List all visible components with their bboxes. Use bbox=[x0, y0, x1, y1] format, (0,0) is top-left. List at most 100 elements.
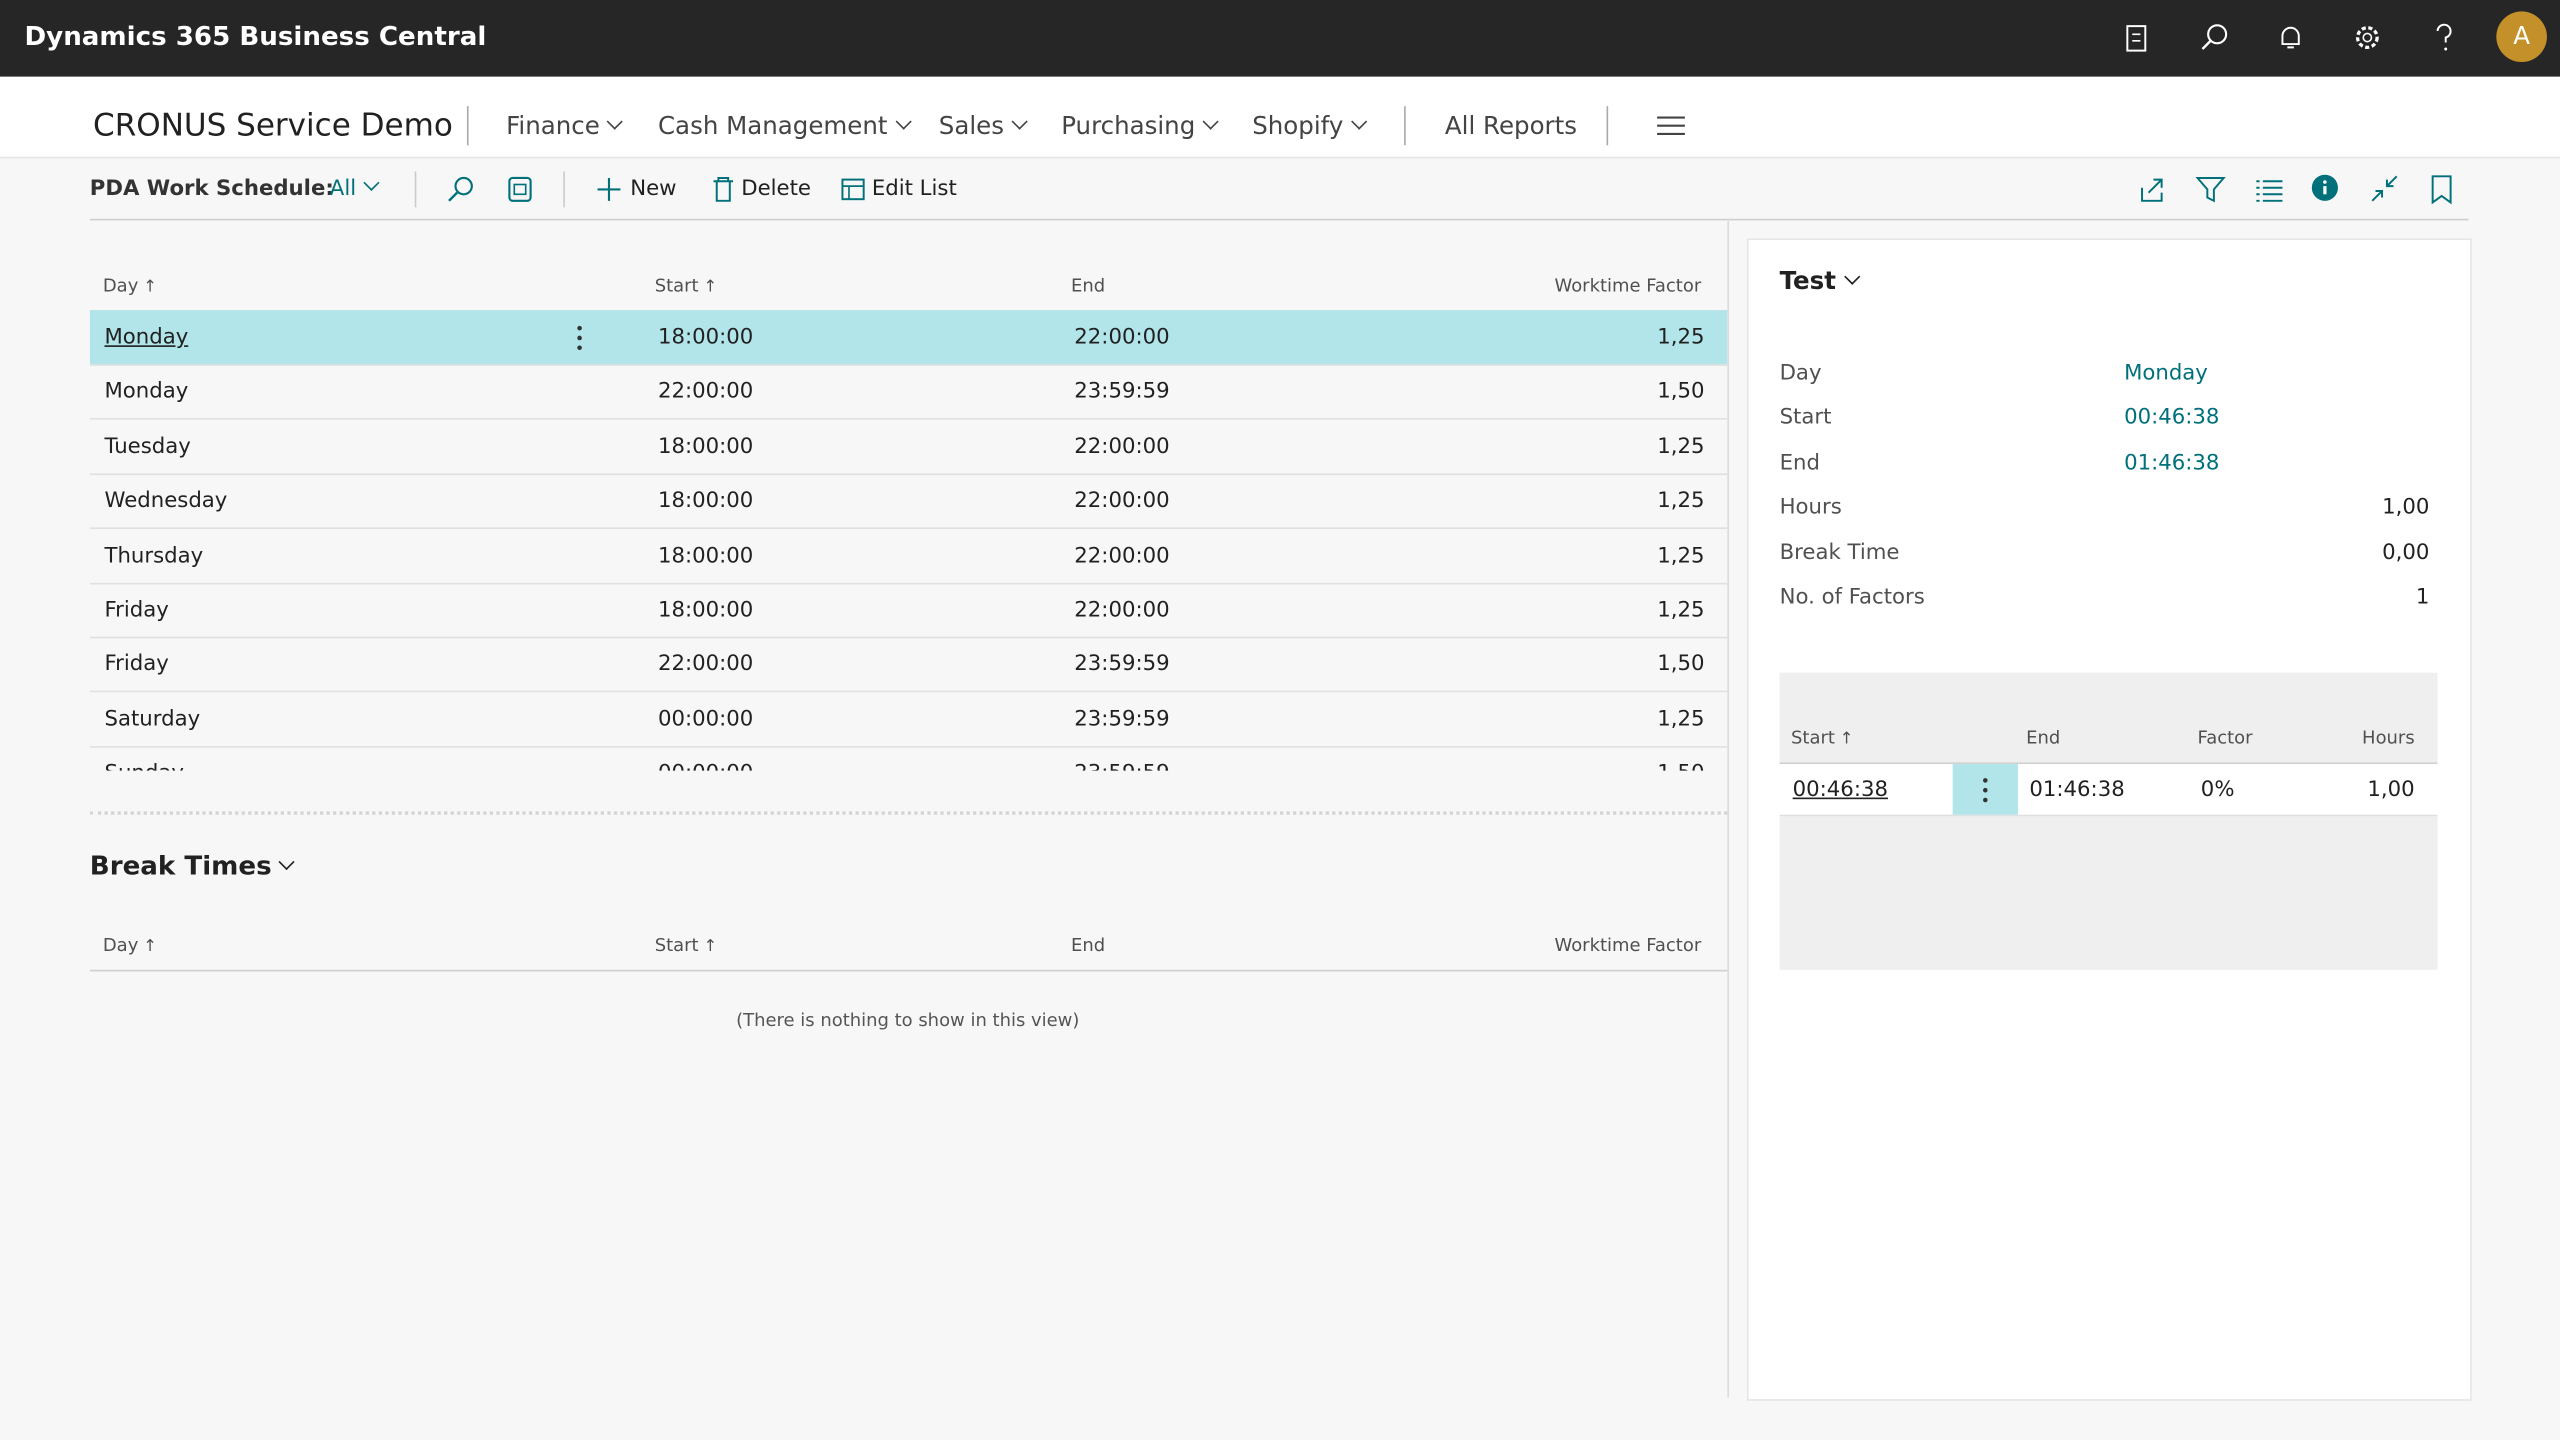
cell: Monday bbox=[104, 380, 189, 405]
cell: 22:00:00 bbox=[1074, 598, 1170, 623]
cell: 1,50 bbox=[1657, 652, 1705, 678]
column-header[interactable]: Factor bbox=[2197, 727, 2253, 749]
cell: Thursday bbox=[104, 543, 204, 569]
help-icon[interactable] bbox=[2429, 23, 2458, 52]
cell: 1,25 bbox=[1657, 598, 1705, 623]
cell: 1,25 bbox=[1657, 325, 1705, 351]
row[interactable] bbox=[89, 474, 1728, 530]
toolbar-action[interactable]: Edit List bbox=[871, 177, 957, 202]
column-header[interactable]: Start bbox=[1791, 727, 1853, 748]
cell: 1,00 bbox=[2367, 777, 2415, 803]
cell: 23:59:59 bbox=[1074, 652, 1170, 678]
field-value: 1 bbox=[2415, 585, 2430, 610]
filter-icon[interactable] bbox=[2195, 175, 2226, 204]
column-header[interactable]: End bbox=[1071, 275, 1106, 297]
field-label: Break Time bbox=[1779, 540, 1900, 566]
schedule-list: Day Start End Worktime Factor Monday 18:00:00… bbox=[89, 245, 1728, 771]
cell: 1,50 bbox=[1657, 762, 1704, 771]
column-header[interactable]: Start bbox=[655, 275, 717, 296]
section-title[interactable]: Break Times bbox=[90, 850, 293, 881]
column-header[interactable]: End bbox=[1071, 934, 1106, 956]
cell: 23:59:59 bbox=[1074, 707, 1170, 732]
separator bbox=[1606, 106, 1609, 146]
field-value[interactable]: Monday bbox=[2124, 361, 2208, 387]
factbox-table: Start End Factor Hours 00:46:38 01:46:38 0% 1,0… bbox=[1779, 672, 2438, 970]
settings-icon[interactable] bbox=[2353, 23, 2382, 52]
toolbar-divider bbox=[89, 218, 2469, 221]
row[interactable] bbox=[89, 637, 1728, 693]
row[interactable] bbox=[1779, 764, 2438, 817]
pane-divider bbox=[1727, 218, 1729, 1398]
list-icon[interactable] bbox=[2255, 175, 2284, 204]
collapse-icon[interactable] bbox=[2371, 175, 2400, 204]
row-menu[interactable] bbox=[576, 325, 583, 351]
nav-menu[interactable]: Finance bbox=[506, 111, 621, 140]
column-header[interactable]: Day bbox=[103, 935, 157, 956]
column-header[interactable]: Worktime Factor bbox=[1554, 934, 1702, 956]
cell: 18:00:00 bbox=[657, 434, 754, 460]
cell: 1,25 bbox=[1657, 489, 1705, 514]
field-label: Day bbox=[1779, 361, 1822, 387]
search-icon[interactable] bbox=[446, 175, 475, 204]
row[interactable] bbox=[90, 746, 1728, 770]
cell: 1,25 bbox=[1657, 543, 1705, 569]
section-divider bbox=[89, 811, 1728, 815]
bookmark-icon[interactable] bbox=[2431, 175, 2454, 205]
info-icon[interactable] bbox=[2311, 174, 2341, 204]
cell: 22:00:00 bbox=[1074, 434, 1170, 460]
cell: 23:59:59 bbox=[1074, 762, 1169, 771]
field-value[interactable]: 01:46:38 bbox=[2124, 451, 2220, 476]
cell[interactable]: 00:46:38 bbox=[1792, 777, 1888, 803]
cell: 22:00:00 bbox=[1074, 489, 1170, 514]
menu-icon[interactable] bbox=[1657, 114, 1686, 137]
column-header[interactable]: Worktime Factor bbox=[1554, 275, 1702, 297]
notes-icon[interactable] bbox=[2122, 23, 2151, 52]
cell: 18:00:00 bbox=[657, 489, 754, 514]
share-icon[interactable] bbox=[2137, 175, 2166, 204]
field-value[interactable]: 00:46:38 bbox=[2124, 406, 2220, 431]
row[interactable] bbox=[89, 310, 1728, 366]
cell: 00:00:00 bbox=[658, 762, 753, 771]
bell-icon[interactable] bbox=[2276, 23, 2305, 52]
nav-menu[interactable]: Sales bbox=[939, 111, 1025, 140]
nav-menu[interactable]: Purchasing bbox=[1061, 111, 1216, 140]
search-icon[interactable] bbox=[2199, 23, 2228, 52]
nav-menu[interactable]: Cash Management bbox=[658, 111, 909, 140]
cell: 18:00:00 bbox=[657, 543, 754, 569]
delete-icon[interactable] bbox=[712, 176, 735, 202]
column-header[interactable]: Day bbox=[103, 275, 157, 296]
page-caption: PDA Work Schedule: bbox=[89, 177, 334, 202]
row[interactable] bbox=[89, 692, 1728, 748]
cell: 22:00:00 bbox=[1074, 325, 1170, 351]
row[interactable] bbox=[89, 419, 1728, 475]
nav-menu[interactable]: Shopify bbox=[1252, 111, 1364, 140]
factbox-title[interactable]: Test bbox=[1780, 266, 1858, 295]
field-label: Start bbox=[1779, 406, 1832, 431]
field-value: 0,00 bbox=[2382, 540, 2430, 566]
column-header[interactable]: End bbox=[2026, 727, 2061, 749]
filter-dropdown[interactable]: All bbox=[330, 177, 378, 201]
analysis-icon[interactable] bbox=[506, 175, 535, 204]
toolbar-action[interactable]: New bbox=[630, 177, 677, 202]
company-name: CRONUS Service Demo bbox=[93, 107, 453, 144]
empty-message: (There is nothing to show in this view) bbox=[736, 1009, 1080, 1032]
factbox: Test Day Monday Start 00:46:38 End 01:46:38 Hou… bbox=[1746, 238, 2472, 1401]
cell: 22:00:00 bbox=[657, 380, 754, 405]
toolbar-action[interactable]: Delete bbox=[741, 177, 811, 202]
separator bbox=[1404, 106, 1406, 146]
row-menu[interactable] bbox=[1982, 777, 1989, 803]
separator bbox=[466, 106, 469, 146]
row[interactable] bbox=[89, 528, 1728, 584]
column-header[interactable]: Start bbox=[655, 935, 717, 956]
nav-link[interactable]: All Reports bbox=[1444, 111, 1577, 141]
cell: 22:00:00 bbox=[1074, 543, 1170, 569]
edit-list-icon[interactable] bbox=[841, 176, 867, 202]
column-header[interactable]: Hours bbox=[2362, 727, 2415, 749]
avatar[interactable]: A bbox=[2496, 11, 2547, 63]
cell: 18:00:00 bbox=[657, 598, 754, 623]
row[interactable] bbox=[89, 583, 1728, 639]
row[interactable] bbox=[89, 365, 1728, 421]
cell[interactable]: Monday bbox=[104, 325, 189, 351]
new-icon[interactable] bbox=[596, 176, 622, 202]
